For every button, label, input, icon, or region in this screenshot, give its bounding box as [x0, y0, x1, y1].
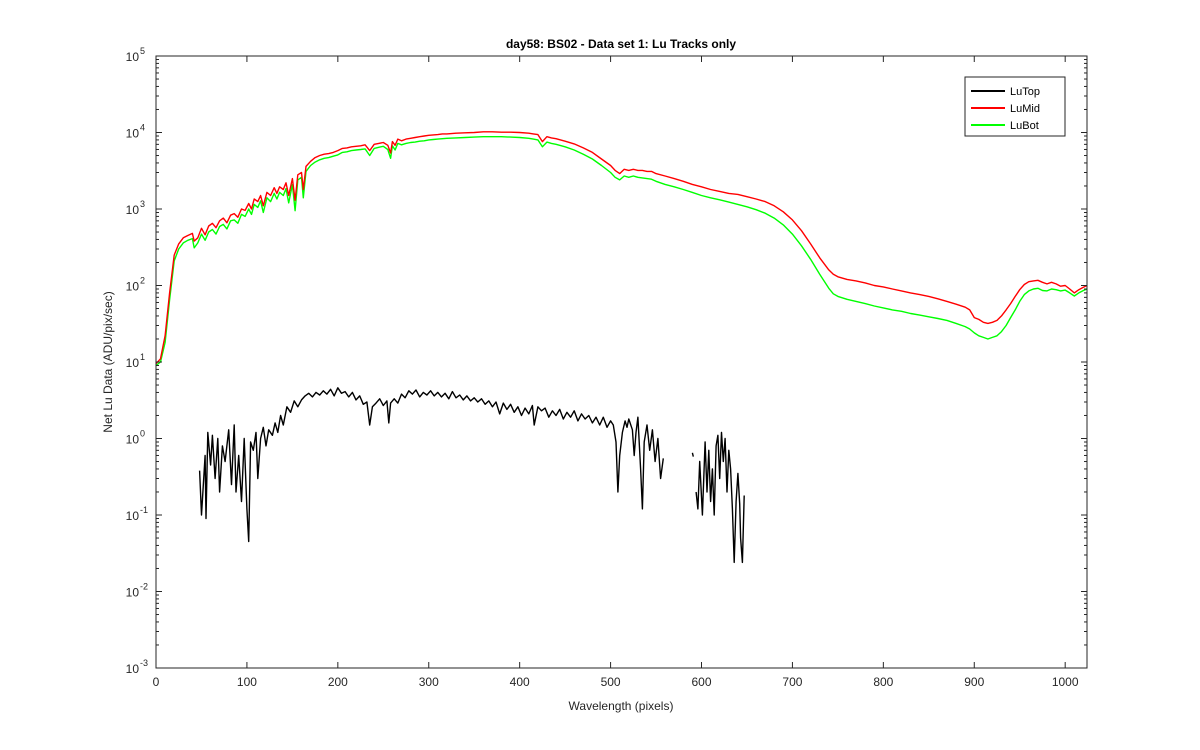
y-tick-exponent: 0: [140, 429, 145, 439]
y-tick-base: 10: [126, 662, 140, 676]
series-layer: [155, 131, 1088, 564]
series-line-lubot: [155, 136, 1088, 367]
y-tick-base: 10: [126, 280, 140, 294]
y-tick-label: 10 3: [126, 199, 145, 217]
x-tick-label: 300: [419, 675, 439, 689]
x-tick-label: 100: [237, 675, 257, 689]
series-line-lumid: [155, 131, 1088, 365]
x-tick-labels: 0 100 200 300 400 500 600 700 800 900 1000: [153, 675, 1079, 689]
y-tick-label: 10 0: [126, 429, 145, 447]
x-tick-label: 700: [782, 675, 802, 689]
plot-frame: [155, 55, 1088, 669]
y-tick-label: 10 5: [126, 46, 145, 64]
y-tick-exponent: 3: [140, 199, 145, 209]
y-tick-label: 10 -1: [126, 505, 148, 523]
legend: LuTop LuMid LuBot: [964, 76, 1066, 137]
y-tick-base: 10: [126, 127, 140, 141]
y-tick-exponent: 4: [140, 123, 145, 133]
y-tick-exponent: 1: [140, 352, 145, 362]
legend-label-lutop: LuTop: [1010, 86, 1040, 98]
plot-area: [155, 55, 1088, 669]
x-tick-label: 200: [328, 675, 348, 689]
x-tick-label: 600: [691, 675, 711, 689]
y-tick-base: 10: [126, 433, 140, 447]
y-tick-exponent: 5: [140, 46, 145, 56]
y-tick-label: 10 2: [126, 276, 145, 294]
y-tick-label: 10 1: [126, 352, 145, 370]
plot-background: [156, 56, 1087, 668]
x-tick-label: 800: [873, 675, 893, 689]
y-tick-exponent: -1: [140, 505, 148, 515]
y-tick-base: 10: [126, 50, 140, 64]
y-axis-label: Net Lu Data (ADU/pix/sec): [101, 291, 115, 432]
series-line-lutop: [198, 387, 664, 543]
y-tick-label: 10 -3: [126, 658, 148, 676]
y-tick-base: 10: [126, 356, 140, 370]
y-tick-base: 10: [126, 509, 140, 523]
series-line-lutop: [695, 431, 745, 564]
legend-label-lubot: LuBot: [1010, 120, 1039, 132]
x-tick-label: 500: [601, 675, 621, 689]
y-tick-exponent: -2: [140, 582, 148, 592]
x-axis-label: Wavelength (pixels): [569, 699, 674, 713]
y-tick-exponent: 2: [140, 276, 145, 286]
x-tick-label: 0: [153, 675, 160, 689]
x-tick-label: 900: [964, 675, 984, 689]
y-tick-base: 10: [126, 203, 140, 217]
legend-items: LuTop LuMid LuBot: [971, 86, 1040, 132]
legend-label-lumid: LuMid: [1010, 103, 1040, 115]
legend-box: [964, 76, 1066, 137]
y-tick-label: 10 4: [126, 123, 145, 141]
x-tick-label: 400: [510, 675, 530, 689]
series-line-lutop: [691, 452, 694, 457]
y-tick-exponent: -3: [140, 658, 148, 668]
chart-title: day58: BS02 - Data set 1: Lu Tracks only: [506, 37, 736, 51]
x-tick-label: 1000: [1052, 675, 1079, 689]
y-tick-label: 10 -2: [126, 582, 148, 600]
y-tick-base: 10: [126, 586, 140, 600]
